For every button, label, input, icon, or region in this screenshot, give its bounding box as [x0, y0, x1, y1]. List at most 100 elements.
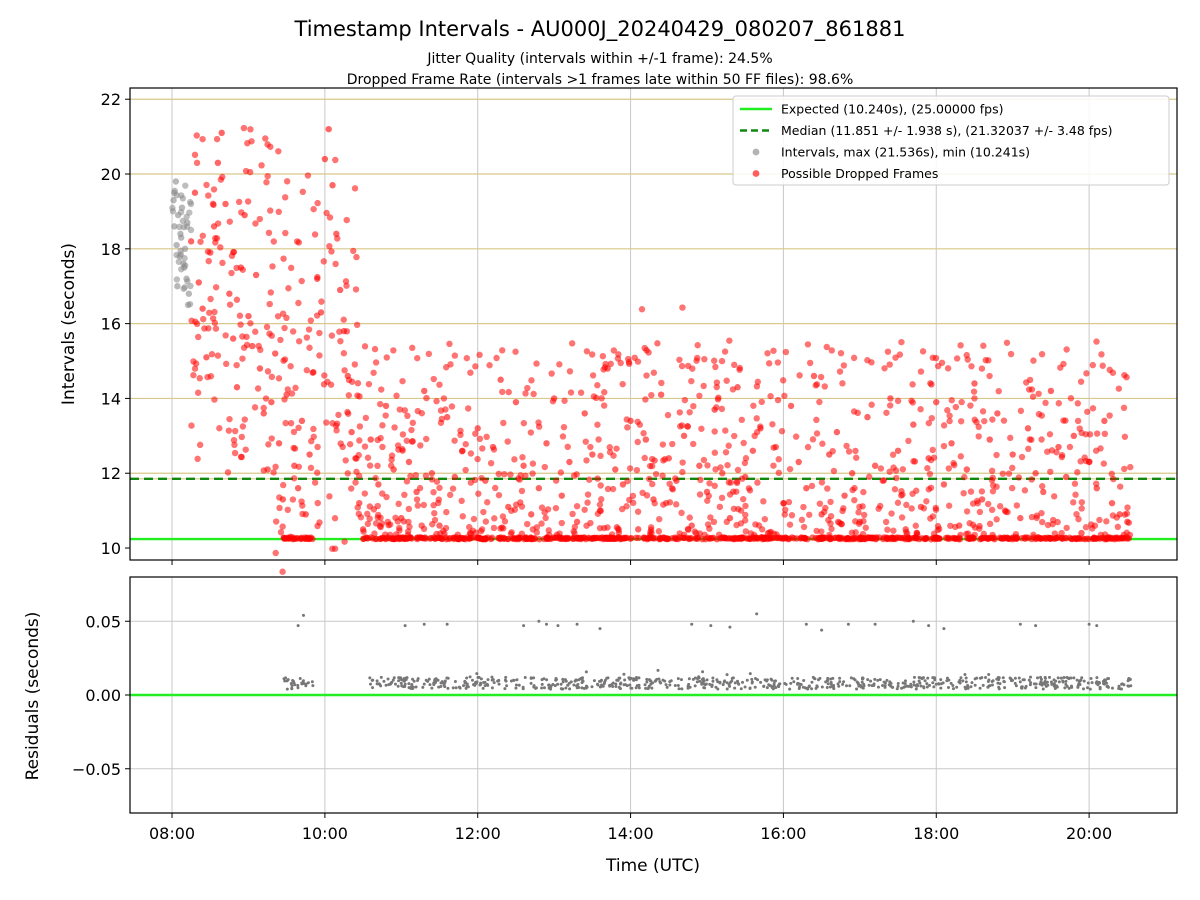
dropped-frame-baseline-point: [1111, 536, 1118, 543]
dropped-frame-point: [1003, 339, 1011, 346]
interval-point: [182, 182, 189, 189]
dropped-frame-point: [1009, 464, 1016, 472]
dropped-frame-point: [606, 444, 613, 451]
dropped-frame-point: [985, 357, 992, 364]
interval-point: [173, 251, 180, 259]
residual-point: [451, 686, 455, 690]
residual-point: [475, 672, 479, 676]
x-axis-label: Time (UTC): [605, 856, 700, 876]
dropped-frame-point: [774, 396, 782, 404]
dropped-frame-point: [1093, 430, 1101, 437]
dropped-frame-point: [1008, 484, 1016, 492]
residual-point: [987, 673, 991, 677]
dropped-frame-point: [588, 351, 596, 358]
residual-point: [290, 687, 294, 691]
residual-point: [486, 678, 490, 682]
dropped-frame-point: [730, 488, 737, 495]
dropped-frame-point: [1062, 417, 1069, 424]
dropped-frame-point: [343, 216, 350, 224]
dropped-frame-point: [860, 511, 868, 519]
dropped-frame-point: [871, 462, 879, 469]
dropped-frame-point: [741, 459, 749, 467]
legend-label: Median (11.851 +/- 1.938 s), (21.32037 +…: [781, 123, 1112, 138]
dropped-frame-point: [754, 479, 761, 486]
top-ytick-label: 20: [101, 165, 121, 184]
dropped-frame-point: [348, 428, 355, 436]
dropped-frame-point: [478, 474, 485, 482]
dropped-frame-point: [933, 398, 940, 406]
dropped-frame-point: [236, 312, 244, 319]
dropped-frame-point: [394, 442, 402, 449]
dropped-frame-point: [364, 454, 372, 461]
residual-point: [554, 678, 558, 682]
residual-point: [532, 676, 536, 680]
dropped-frame-point: [303, 334, 311, 341]
dropped-frame-point: [890, 527, 897, 534]
residual-point: [401, 685, 405, 689]
residual-point: [473, 683, 477, 687]
residual-point: [765, 686, 769, 690]
dropped-frame-baseline-point: [621, 534, 629, 542]
dropped-frame-point: [462, 466, 469, 474]
dropped-frame-point: [1089, 525, 1096, 532]
dropped-frame-point: [765, 360, 773, 367]
residual-point: [750, 681, 754, 685]
residual-point: [946, 685, 950, 689]
dropped-frame-point: [833, 428, 841, 436]
dropped-frame-point: [199, 135, 206, 143]
residual-point: [909, 685, 913, 689]
dropped-frame-point: [329, 182, 336, 189]
residual-point: [468, 675, 472, 679]
dropped-frame-point: [816, 500, 824, 507]
residual-point: [505, 684, 509, 688]
dropped-frame-point: [207, 295, 214, 303]
dropped-frame-point: [646, 462, 654, 470]
dropped-frame-point: [395, 500, 402, 508]
dropped-frame-point: [1106, 412, 1113, 419]
residual-point: [632, 677, 636, 681]
dropped-frame-point: [529, 470, 536, 477]
dropped-frame-point: [499, 347, 506, 354]
dropped-frame-point: [823, 343, 830, 351]
dropped-frame-point: [314, 199, 321, 207]
dropped-frame-point: [378, 386, 385, 393]
dropped-frame-point: [337, 337, 344, 345]
residual-point: [710, 683, 714, 687]
residual-point: [580, 676, 584, 680]
dropped-frame-point: [787, 402, 795, 410]
dropped-frame-point: [479, 445, 486, 452]
dropped-frame-point: [594, 475, 601, 482]
residual-point: [1106, 684, 1110, 688]
dropped-frame-point: [1028, 476, 1035, 483]
residual-point: [657, 677, 661, 681]
residual-outlier-point: [445, 622, 449, 626]
dropped-frame-point: [472, 363, 479, 370]
residual-point: [529, 681, 533, 685]
dropped-frame-baseline-point: [540, 535, 548, 543]
dropped-frame-point: [722, 427, 729, 434]
dropped-frame-point: [598, 496, 605, 503]
dropped-frame-point: [710, 518, 718, 526]
dropped-frame-point: [809, 436, 817, 443]
dropped-frame-point: [522, 390, 529, 397]
dropped-frame-point: [705, 492, 712, 500]
dropped-frame-point: [843, 442, 850, 450]
residual-point: [939, 678, 943, 682]
residual-point: [988, 684, 992, 688]
dropped-frame-point: [634, 438, 641, 446]
dropped-frame-point: [659, 472, 666, 479]
dropped-frame-point: [294, 484, 302, 492]
dropped-frame-point: [980, 342, 987, 349]
dropped-frame-point: [249, 342, 256, 350]
residual-point: [549, 687, 553, 691]
dropped-frame-point: [442, 364, 450, 371]
dropped-frame-point: [623, 416, 630, 423]
residual-point: [1041, 687, 1045, 691]
dropped-frame-point: [711, 482, 718, 490]
residual-point: [997, 687, 1001, 691]
dropped-frame-point: [1077, 378, 1085, 385]
dropped-frame-point: [472, 430, 479, 437]
residual-point: [1098, 681, 1102, 685]
dropped-frame-point: [976, 508, 984, 516]
dropped-frame-point: [443, 508, 450, 516]
